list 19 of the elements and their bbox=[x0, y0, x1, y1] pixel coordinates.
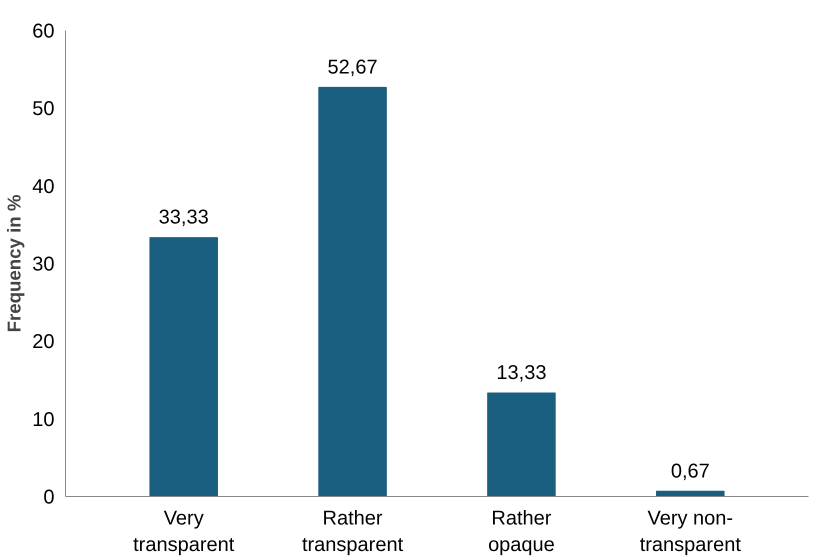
y-axis-title: Frequency in % bbox=[3, 194, 24, 332]
y-tick-label: 60 bbox=[32, 20, 55, 42]
y-tick-label: 0 bbox=[43, 486, 54, 508]
x-tick-label: Rather opaque bbox=[488, 508, 555, 556]
y-tick-label: 50 bbox=[32, 98, 55, 120]
y-tick-label: 30 bbox=[32, 254, 55, 276]
x-tick-label: Very transparent bbox=[133, 508, 235, 556]
x-tick-label: Rather transparent bbox=[302, 508, 404, 556]
data-label: 13,33 bbox=[496, 362, 546, 384]
data-label: 0,67 bbox=[670, 460, 710, 482]
bar bbox=[318, 86, 387, 496]
data-label: 33,33 bbox=[158, 206, 209, 229]
bar bbox=[149, 237, 218, 496]
y-tick-label: 10 bbox=[32, 408, 55, 431]
bar bbox=[487, 392, 556, 496]
y-tick-label: 40 bbox=[32, 176, 55, 198]
x-tick-label: Very non-transparent bbox=[640, 508, 742, 556]
y-tick-label: 20 bbox=[32, 331, 55, 354]
data-label: 52,67 bbox=[328, 56, 378, 78]
